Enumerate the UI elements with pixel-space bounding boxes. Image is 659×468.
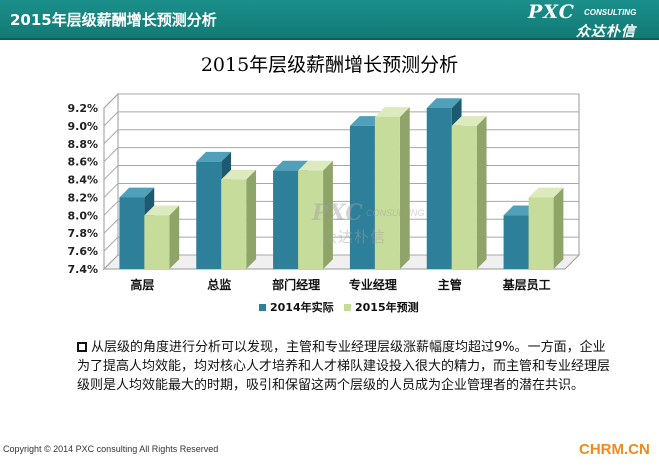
y-tick-label: 8.2% bbox=[67, 191, 98, 204]
gridline bbox=[103, 200, 579, 216]
y-tick-label: 7.4% bbox=[67, 263, 98, 276]
chart-title: 2015年层级薪酬增长预测分析 bbox=[200, 54, 459, 76]
bar-2015-forecast bbox=[451, 116, 487, 269]
salary-growth-chart: 7.4% 7.6% 7.8% 8.0% 8.2% 8.4% 8.6% 8.8% 9.0% 9.2%… bbox=[67, 92, 581, 314]
y-tick-label: 9.0% bbox=[67, 120, 98, 133]
watermark-logo: PXC bbox=[312, 200, 363, 226]
y-tick-label: 8.0% bbox=[67, 209, 98, 222]
bar-2015-forecast bbox=[298, 160, 333, 269]
y-tick-label: 8.4% bbox=[67, 174, 98, 187]
gridline bbox=[103, 111, 579, 127]
y-tick-label: 7.8% bbox=[67, 227, 98, 240]
gridline bbox=[103, 93, 579, 109]
copyright-text: Copyright © 2014 PXC consulting All Righ… bbox=[3, 444, 219, 454]
page-title: 2015年层级薪酬增长预测分析 bbox=[10, 11, 217, 29]
x-tick-label: 高层 bbox=[130, 277, 154, 292]
gridline bbox=[103, 147, 579, 163]
square-bullet-icon bbox=[77, 342, 87, 352]
legend-swatch-2015 bbox=[344, 304, 351, 311]
side-wall bbox=[103, 92, 119, 271]
x-tick-label: 主管 bbox=[438, 277, 462, 292]
brand-logo: PXC bbox=[528, 1, 575, 23]
legend-swatch-2014 bbox=[259, 304, 266, 311]
gridline bbox=[103, 182, 579, 198]
bar-2015-forecast bbox=[221, 169, 257, 269]
y-tick-label: 7.6% bbox=[67, 245, 98, 258]
watermark-logo-cn: 众达朴信 bbox=[322, 228, 387, 246]
gridline bbox=[103, 165, 579, 180]
y-tick-label: 9.2% bbox=[67, 102, 98, 115]
x-tick-label: 专业经理 bbox=[349, 277, 397, 292]
gridline bbox=[103, 236, 579, 252]
site-logo: CHRM.CN bbox=[579, 441, 650, 458]
brand-logo-sub: CONSULTING bbox=[584, 8, 637, 17]
x-tick-label: 部门经理 bbox=[272, 277, 320, 292]
brand-logo-cn: 众达朴信 bbox=[576, 24, 636, 40]
analysis-paragraph: 从层级的角度进行分析可以发现，主管和专业经理层级涨薪幅度均超过9%。一方面，企业… bbox=[77, 338, 612, 395]
legend-label-2015: 2015年预测 bbox=[355, 300, 419, 314]
bar-2015-forecast bbox=[528, 187, 564, 269]
x-tick-label: 基层员工 bbox=[502, 277, 551, 292]
gridline bbox=[103, 129, 579, 145]
bar-2015-forecast bbox=[144, 205, 180, 269]
legend-label-2014: 2014年实际 bbox=[270, 300, 334, 314]
gridline bbox=[103, 254, 579, 270]
bar-2015-forecast bbox=[374, 107, 410, 270]
gridline bbox=[103, 218, 579, 234]
x-tick-label: 总监 bbox=[207, 277, 231, 292]
y-tick-label: 8.6% bbox=[67, 156, 98, 169]
y-tick-label: 8.8% bbox=[67, 138, 98, 151]
watermark-logo-sub: CONSULTING bbox=[366, 208, 425, 218]
analysis-text: 从层级的角度进行分析可以发现，主管和专业经理层级涨薪幅度均超过9%。一方面，企业… bbox=[77, 340, 611, 393]
header-bar: 2015年层级薪酬增长预测分析 PXC CONSULTING 众达朴信 bbox=[0, 0, 659, 40]
